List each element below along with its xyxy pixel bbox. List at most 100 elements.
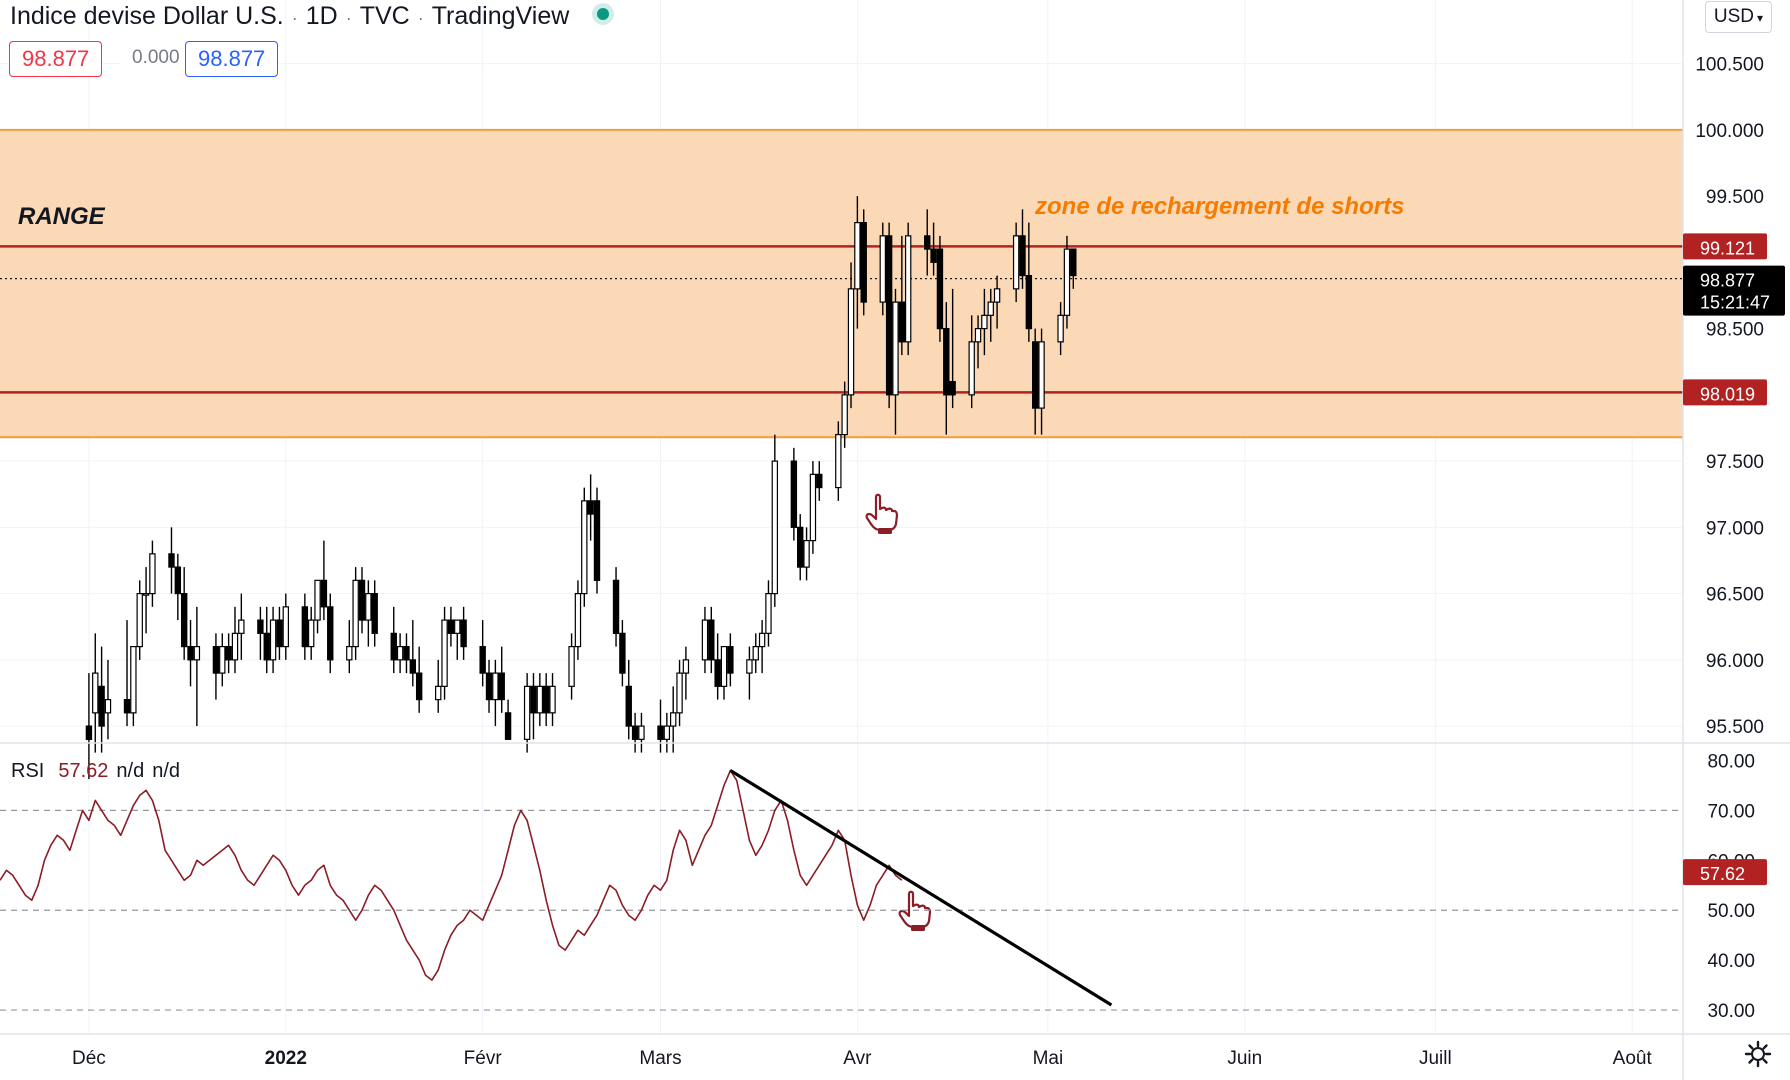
candle-body bbox=[676, 672, 683, 714]
candle-body bbox=[447, 619, 455, 634]
chevron-down-icon: ▾ bbox=[1756, 11, 1763, 25]
price-tick-label: 99.500 bbox=[1706, 187, 1764, 208]
candle-body bbox=[123, 698, 131, 714]
candle-body bbox=[765, 592, 772, 634]
axis-tag-text: 98.877 bbox=[1700, 271, 1755, 291]
candle-body bbox=[663, 725, 671, 740]
candle-body bbox=[631, 725, 639, 740]
candle-body bbox=[727, 645, 734, 674]
rsi-value: 57.62 bbox=[58, 760, 109, 782]
candle-body bbox=[619, 632, 626, 674]
candle-body bbox=[92, 672, 99, 714]
candle-body bbox=[587, 500, 594, 515]
candle-body bbox=[549, 685, 556, 714]
candle-body bbox=[847, 288, 855, 396]
candle-body bbox=[771, 460, 779, 595]
candle-body bbox=[1063, 248, 1071, 316]
candle-body bbox=[758, 632, 766, 648]
price-tick-label: 95.500 bbox=[1706, 717, 1764, 738]
candle-body bbox=[269, 619, 277, 661]
candle-body bbox=[219, 645, 226, 674]
price-tick-label: 100.000 bbox=[1695, 121, 1764, 142]
rsi-tick-label: 50.00 bbox=[1707, 901, 1755, 922]
candle-body bbox=[441, 619, 448, 687]
candle-body bbox=[85, 725, 93, 740]
candle-body bbox=[974, 328, 982, 343]
candle-body bbox=[396, 645, 404, 661]
candle-body bbox=[1070, 248, 1077, 277]
candle-body bbox=[542, 685, 550, 714]
candle-body bbox=[752, 645, 759, 661]
candle-body bbox=[924, 235, 931, 250]
range-zone bbox=[0, 129, 1683, 438]
candle-body bbox=[212, 645, 220, 674]
candle-body bbox=[257, 619, 264, 634]
rsi-tick-label: 30.00 bbox=[1707, 1001, 1755, 1022]
candle-body bbox=[238, 619, 245, 634]
candle-body bbox=[943, 328, 950, 396]
bid-price-box[interactable]: 98.877 bbox=[9, 41, 103, 77]
candle-body bbox=[180, 592, 188, 648]
candle-body bbox=[1038, 341, 1045, 409]
candle-body bbox=[409, 659, 417, 674]
candle-body bbox=[187, 645, 194, 661]
market-status-icon bbox=[597, 8, 610, 20]
time-tick-label: Août bbox=[1613, 1048, 1653, 1069]
axis-tag-text: 99.121 bbox=[1700, 238, 1755, 258]
candle-body bbox=[346, 645, 353, 661]
candle-body bbox=[530, 685, 537, 714]
interval-label[interactable]: 1D bbox=[305, 2, 338, 30]
rsi-legend[interactable]: RSI 57.62 n/d n/d bbox=[11, 760, 180, 783]
candle-body bbox=[835, 434, 842, 489]
price-change: 0.000 bbox=[120, 41, 192, 75]
candle-body bbox=[612, 579, 620, 634]
candle-body bbox=[1025, 275, 1033, 330]
pointer-hand-icon bbox=[898, 890, 932, 931]
settings-gear-icon[interactable] bbox=[1744, 1040, 1772, 1068]
time-tick-label: Déc bbox=[72, 1048, 106, 1069]
candle-body bbox=[327, 606, 334, 661]
candles bbox=[85, 196, 1077, 780]
candle-body bbox=[904, 235, 912, 343]
instrument-name: Indice devise Dollar U.S. bbox=[10, 2, 284, 30]
axis-tag-text: 57.62 bbox=[1700, 864, 1745, 884]
candle-body bbox=[803, 539, 810, 568]
candle-body bbox=[1019, 235, 1026, 277]
time-tick-label: Avr bbox=[843, 1048, 872, 1069]
candle-body bbox=[403, 645, 410, 661]
candle-body bbox=[968, 341, 975, 396]
candle-body bbox=[276, 619, 283, 648]
candle-body bbox=[949, 381, 956, 396]
rsi-name: RSI bbox=[11, 760, 45, 782]
candle-body bbox=[454, 619, 461, 634]
candle-body bbox=[860, 222, 867, 303]
candle-body bbox=[568, 645, 575, 687]
range-label: RANGE bbox=[18, 203, 106, 230]
candle-body bbox=[746, 659, 753, 674]
candle-body bbox=[130, 645, 137, 714]
candle-body bbox=[885, 235, 893, 396]
time-tick-label: 2022 bbox=[265, 1048, 307, 1069]
platform-label: TradingView bbox=[431, 2, 570, 30]
candle-body bbox=[574, 592, 582, 648]
candle-body bbox=[625, 685, 632, 727]
time-tick-label: Févr bbox=[464, 1048, 503, 1069]
candle-body bbox=[352, 579, 359, 648]
candle-body bbox=[809, 473, 817, 542]
ask-price-box[interactable]: 98.877 bbox=[185, 41, 279, 77]
candle-body bbox=[492, 672, 499, 701]
candle-body bbox=[136, 592, 143, 648]
level-price-tag: 99.121 bbox=[1683, 233, 1767, 260]
candle-body bbox=[898, 301, 906, 343]
time-tick-label: Juin bbox=[1227, 1048, 1262, 1069]
candle-body bbox=[479, 645, 486, 674]
candle-body bbox=[701, 619, 709, 661]
candle-body bbox=[415, 672, 423, 701]
axis-tag-text: 98.019 bbox=[1700, 384, 1755, 404]
candle-body bbox=[365, 592, 372, 621]
candle-body bbox=[854, 222, 861, 290]
candle-body bbox=[638, 725, 645, 740]
currency-select[interactable]: USD ▾ bbox=[1704, 1, 1772, 33]
